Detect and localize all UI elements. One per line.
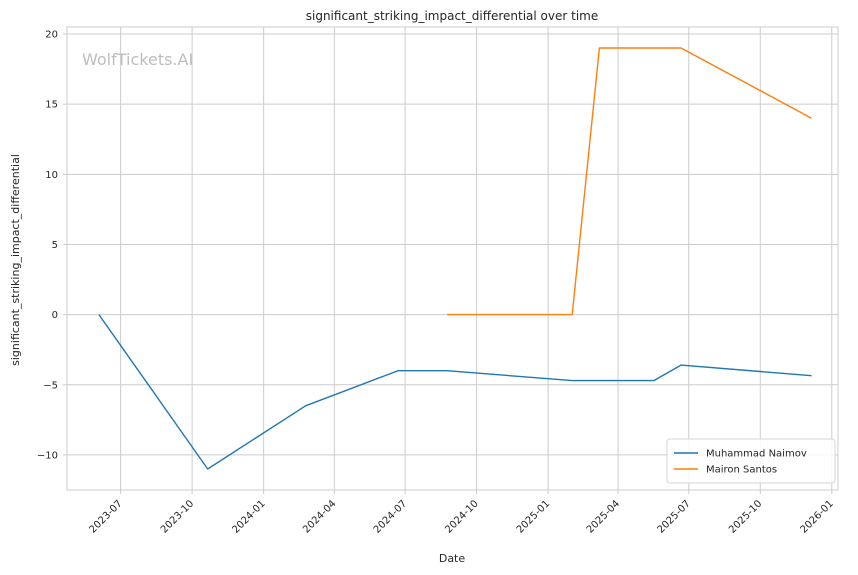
series-line: [98, 314, 812, 470]
y-tick-label: 20: [45, 30, 58, 41]
legend-label: Mairon Santos: [706, 465, 777, 476]
y-tick-label: 10: [45, 170, 58, 181]
chart-title: significant_striking_impact_differential…: [306, 9, 598, 23]
watermark: WolfTickets.AI: [82, 50, 193, 69]
x-tick-label: 2024-01: [230, 498, 267, 535]
legend-box: [666, 438, 836, 484]
y-tick-label: 0: [52, 310, 58, 321]
y-tick-label: −10: [37, 450, 58, 461]
x-tick-label: 2024-04: [301, 498, 338, 535]
x-tick-label: 2025-10: [727, 498, 764, 535]
x-tick-label: 2025-01: [515, 498, 552, 535]
x-tick-label: 2025-07: [656, 498, 693, 535]
y-tick-label: 5: [52, 240, 58, 251]
x-tick-label: 2024-10: [443, 498, 480, 535]
y-tick-label: 15: [45, 100, 58, 111]
x-tick-label: 2026-01: [799, 498, 836, 535]
plot-area: [66, 26, 839, 491]
y-tick-label: −5: [43, 380, 58, 391]
legend: Muhammad Naimov Mairon Santos: [666, 438, 836, 484]
legend-label: Muhammad Naimov: [706, 449, 807, 460]
grid-lines: [67, 27, 838, 490]
y-axis-label: significant_striking_impact_differential: [9, 154, 22, 366]
x-tick-label: 2025-04: [585, 498, 622, 535]
x-tick-label: 2023-10: [159, 498, 196, 535]
x-tick-label: 2023-07: [87, 498, 124, 535]
series-lines: [98, 47, 812, 470]
series-line: [447, 47, 812, 316]
x-axis-label: Date: [439, 552, 466, 565]
x-tick-label: 2024-07: [372, 498, 409, 535]
